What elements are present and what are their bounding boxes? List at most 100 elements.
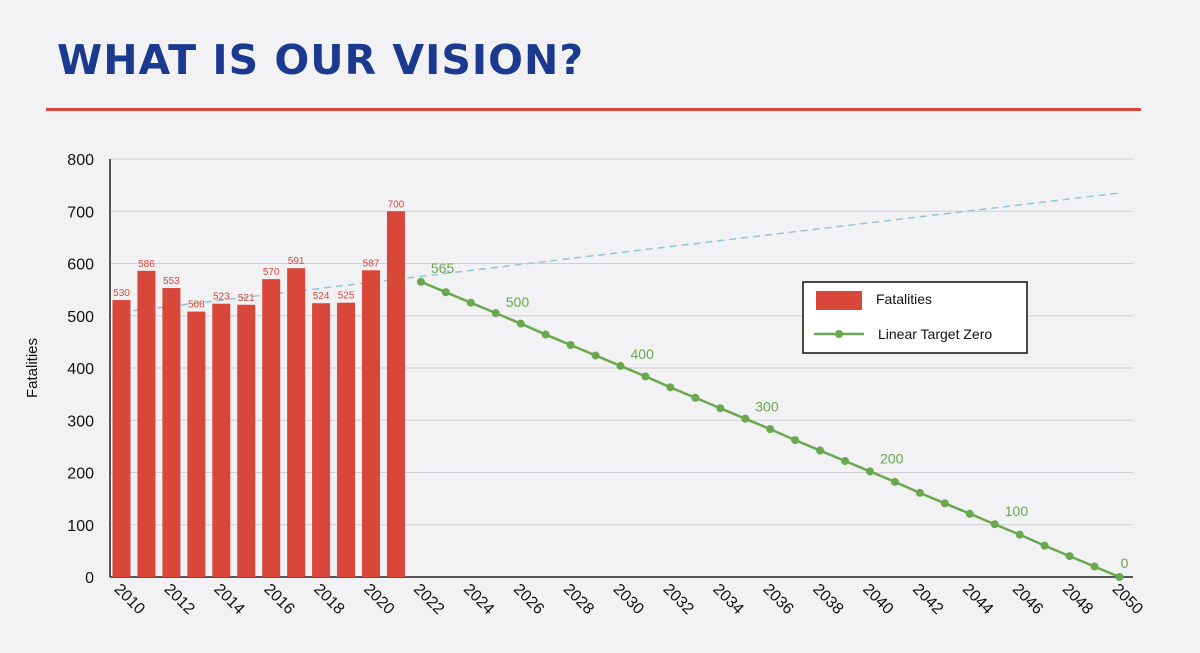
y-axis-title: Fatalities — [24, 338, 41, 398]
target-line-point — [641, 372, 650, 381]
axes — [109, 159, 1133, 578]
title-divider — [46, 108, 1141, 111]
target-line-point — [716, 404, 725, 413]
x-tick-label: 2034 — [709, 581, 746, 618]
target-line-label: 500 — [506, 294, 530, 310]
legend: Fatalities Linear Target Zero — [802, 281, 1028, 354]
y-tick-label: 500 — [67, 309, 94, 326]
target-line-series: 565 500 400 300 200 100 0 — [416, 260, 1129, 581]
y-tick-label: 400 — [67, 361, 94, 378]
x-tick-label: 2050 — [1109, 581, 1146, 618]
y-tick-label: 700 — [67, 204, 94, 221]
bar-value-label: 570 — [263, 267, 280, 278]
target-line-point — [591, 351, 600, 360]
x-tick-label: 2042 — [909, 581, 946, 618]
y-tick-label: 600 — [67, 257, 94, 274]
x-tick-label: 2010 — [111, 581, 148, 618]
bar — [212, 303, 231, 577]
x-tick-label: 2024 — [460, 581, 497, 618]
bar — [337, 302, 356, 577]
bar-value-label: 591 — [288, 256, 305, 267]
x-tick-label: 2038 — [809, 581, 846, 618]
target-line-point — [890, 477, 899, 486]
grid-lines — [110, 158, 1133, 526]
target-line-point — [491, 309, 500, 318]
target-line-point — [566, 341, 575, 350]
target-line-point — [466, 298, 475, 307]
target-line-point — [1065, 552, 1074, 561]
legend-swatch-bar — [816, 291, 862, 310]
bar-value-label: 508 — [188, 300, 205, 311]
legend-label-target: Linear Target Zero — [878, 326, 992, 342]
bar-value-label: 530 — [113, 288, 130, 299]
bar-value-label: 553 — [163, 276, 180, 287]
target-line-point — [940, 499, 949, 508]
bar-value-label: 521 — [238, 293, 255, 304]
target-line-point — [990, 520, 999, 529]
legend-swatch-marker — [835, 330, 843, 338]
target-line-point — [1115, 573, 1124, 581]
y-tick-label: 800 — [67, 152, 94, 169]
legend-label-fatalities: Fatalities — [876, 291, 932, 307]
bar-series: 530 586 553 508 523 521 570 591 524 525 587 700 — [112, 199, 405, 577]
target-line-label: 200 — [880, 451, 904, 467]
x-tick-label: 2032 — [660, 581, 697, 618]
target-line-point — [965, 509, 974, 518]
bar-value-label: 700 — [388, 199, 405, 210]
x-tick-label: 2012 — [161, 581, 198, 618]
target-line-label: 400 — [631, 346, 655, 362]
bar-value-label: 525 — [338, 291, 355, 302]
bar-value-label: 586 — [138, 259, 155, 270]
target-line-point — [1040, 541, 1049, 550]
bar-value-label: 523 — [213, 292, 230, 303]
target-line-point — [441, 288, 450, 297]
x-tick-label: 2028 — [560, 581, 597, 618]
bar — [137, 270, 156, 577]
bar — [237, 304, 256, 577]
bar — [262, 279, 281, 577]
target-line-point — [866, 467, 874, 476]
target-line-point — [816, 446, 825, 455]
target-line-label: 300 — [755, 398, 779, 414]
x-tick-label: 2046 — [1009, 581, 1046, 618]
target-line-point — [741, 414, 750, 423]
x-tick-label: 2018 — [310, 581, 347, 618]
x-tick-label: 2036 — [759, 581, 796, 618]
target-line-point — [841, 457, 850, 466]
y-axis-ticks: 0 100 200 300 400 500 600 700 800 — [67, 152, 94, 587]
bar — [162, 288, 181, 577]
x-tick-label: 2020 — [360, 581, 397, 618]
target-line-label: 100 — [1005, 503, 1029, 519]
x-axis-ticks: 2010 2012 2014 2016 2018 2020 2022 2024 2026 2028… — [111, 581, 1146, 618]
x-tick-label: 2016 — [260, 581, 297, 618]
y-tick-label: 0 — [85, 570, 94, 587]
y-tick-label: 200 — [67, 466, 94, 483]
x-tick-label: 2022 — [410, 581, 447, 618]
x-tick-label: 2026 — [510, 581, 547, 618]
target-line-point — [791, 436, 800, 445]
bar — [112, 300, 131, 577]
target-line-point — [1015, 530, 1024, 539]
y-tick-label: 100 — [67, 518, 94, 535]
x-tick-label: 2044 — [959, 581, 996, 618]
target-line-label: 565 — [431, 260, 455, 276]
y-tick-label: 300 — [67, 413, 94, 430]
bar-value-label: 524 — [313, 291, 330, 302]
target-line-label: 0 — [1121, 555, 1129, 571]
x-tick-label: 2030 — [610, 581, 647, 618]
page-title: WHAT IS OUR VISION? — [57, 36, 585, 84]
target-line-point — [691, 393, 700, 402]
bar — [187, 311, 206, 577]
bar — [362, 270, 380, 577]
bar — [312, 303, 331, 577]
target-line-point — [416, 277, 425, 286]
bar — [386, 211, 405, 577]
bar-value-label: 587 — [363, 258, 380, 269]
target-line-point — [666, 383, 675, 392]
target-line-point — [766, 425, 775, 434]
target-line-point — [516, 319, 525, 328]
target-line-point — [1090, 562, 1099, 571]
x-tick-label: 2014 — [210, 581, 247, 618]
x-tick-label: 2048 — [1059, 581, 1096, 618]
